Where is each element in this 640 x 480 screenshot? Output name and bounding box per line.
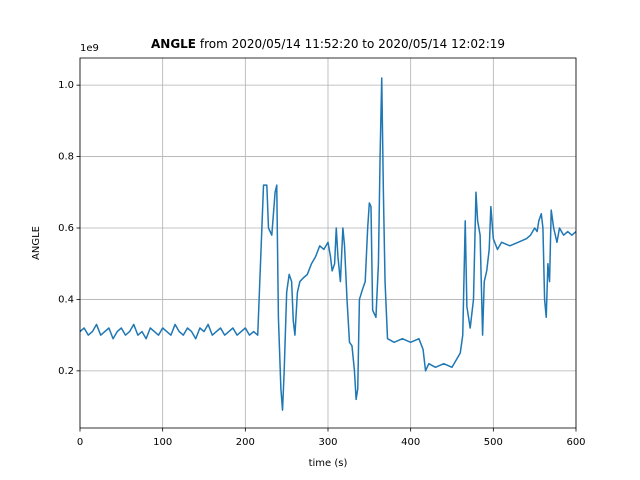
title-rest: from 2020/05/14 11:52:20 to 2020/05/14 1…	[200, 37, 505, 51]
chart-title: ANGLE from 2020/05/14 11:52:20 to 2020/0…	[151, 37, 505, 51]
x-tick-label: 500	[484, 437, 503, 448]
x-tick-label: 100	[153, 437, 172, 448]
x-tick-label: 600	[566, 437, 585, 448]
y-tick-label: 0.4	[58, 294, 74, 305]
y-tick-label: 0.2	[58, 366, 74, 377]
y-tick-label: 1.0	[58, 80, 74, 91]
y-offset-label: 1e9	[80, 43, 99, 54]
data-line	[79, 77, 577, 411]
axes-frame	[79, 57, 577, 429]
x-tick-label: 300	[318, 437, 337, 448]
y-axis-label: ANGLE	[31, 226, 42, 260]
x-tick-label: 0	[77, 437, 83, 448]
y-tick-label: 0.6	[58, 223, 74, 234]
x-axis-label: time (s)	[309, 458, 348, 469]
y-tick-label: 0.8	[58, 152, 74, 163]
x-tick-label: 400	[401, 437, 420, 448]
x-tick-label: 200	[236, 437, 255, 448]
title-bold: ANGLE	[151, 37, 196, 51]
